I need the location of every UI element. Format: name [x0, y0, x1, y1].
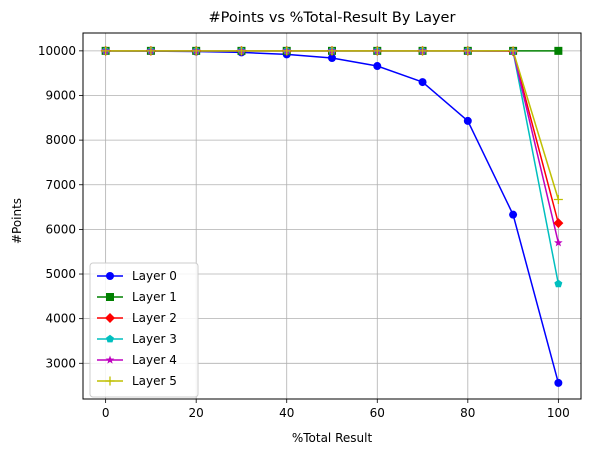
y-tick-label: 4000: [45, 312, 76, 326]
y-tick-label: 10000: [38, 44, 76, 58]
legend-entry-layer-5: Layer 5: [97, 374, 177, 388]
x-axis-title: %Total Result: [292, 431, 373, 445]
data-point: [236, 46, 246, 56]
series-markers: [100, 45, 564, 387]
legend-entry-layer-4: Layer 4: [97, 353, 177, 367]
data-point: [418, 78, 427, 87]
legend-marker: [106, 293, 114, 301]
chart-title: #Points vs %Total-Result By Layer: [209, 10, 456, 26]
x-tick-label: 20: [189, 406, 204, 420]
plot-area-frame: [82, 32, 582, 400]
legend-label: Layer 4: [132, 353, 177, 367]
data-point: [372, 46, 382, 56]
x-tick-label: 60: [370, 406, 385, 420]
data-point: [554, 279, 563, 288]
legend: Layer 0 Layer 1 Layer 2 Layer 3 Layer 4 Layer…: [89, 262, 199, 398]
x-tick-label: 40: [279, 406, 294, 420]
data-point: [327, 46, 337, 56]
legend-entry-layer-2: Layer 2: [97, 311, 177, 325]
y-tick-label: 7000: [45, 178, 76, 192]
data-point: [509, 210, 518, 219]
x-tick-label: 100: [547, 406, 570, 420]
y-tick-label: 9000: [45, 88, 76, 102]
data-point: [554, 46, 563, 55]
y-tick-label: 8000: [45, 133, 76, 147]
data-point: [463, 46, 473, 56]
data-point: [191, 46, 201, 56]
legend-entry-layer-0: Layer 0: [97, 269, 177, 283]
legend-entry-layer-3: Layer 3: [97, 332, 177, 346]
x-tick-label: 0: [102, 406, 110, 420]
data-point: [101, 46, 111, 56]
data-point: [554, 238, 563, 247]
y-tick-label: 3000: [45, 356, 76, 370]
legend-marker: [105, 376, 115, 386]
markers-layer-5: [101, 46, 563, 204]
data-point: [328, 53, 336, 62]
y-tick-label: 6000: [45, 222, 76, 236]
legend-label: Layer 3: [132, 332, 177, 346]
y-axis-ticks: 3000 4000 5000 6000 7000 8000 9000 10000: [38, 44, 83, 370]
x-axis-ticks: 0 20 40 60 80 100: [102, 399, 570, 420]
data-point: [508, 46, 518, 56]
legend-label: Layer 0: [132, 269, 177, 283]
legend-label: Layer 1: [132, 290, 177, 304]
legend-marker: [106, 272, 114, 280]
legend-marker: [105, 313, 115, 323]
data-point: [146, 46, 156, 56]
x-tick-label: 80: [460, 406, 475, 420]
data-point: [463, 116, 472, 125]
data-point: [554, 378, 563, 387]
data-point: [418, 46, 428, 56]
y-axis-title: #Points: [10, 198, 24, 244]
data-point: [553, 194, 563, 204]
data-point: [553, 218, 564, 229]
y-tick-label: 5000: [45, 267, 76, 281]
legend-label: Layer 5: [132, 374, 177, 388]
data-point: [282, 46, 292, 56]
legend-entry-layer-1: Layer 1: [97, 290, 177, 304]
data-point: [373, 62, 382, 71]
legend-label: Layer 2: [132, 311, 177, 325]
legend-marker: [106, 334, 114, 343]
legend-marker: [105, 355, 115, 364]
